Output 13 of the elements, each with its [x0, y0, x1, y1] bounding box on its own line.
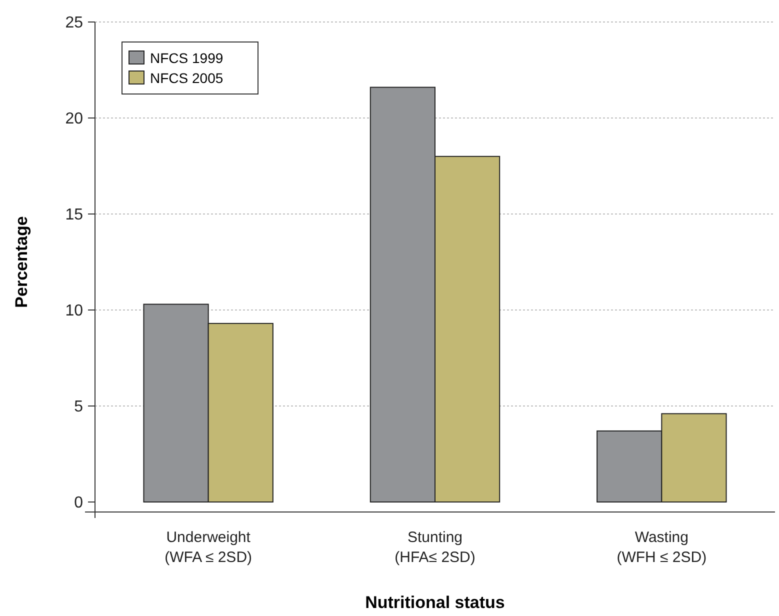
y-tick-label: 10 — [65, 302, 84, 320]
x-tick-label: Stunting (HFA≤ 2SD) — [394, 529, 476, 566]
y-tick-label: 20 — [65, 110, 84, 128]
y-axis-title: Percentage — [12, 216, 31, 308]
y-tick-label: 0 — [74, 494, 84, 512]
x-tick-label: Wasting (WFH ≤ 2SD) — [616, 529, 707, 566]
legend-label: NFCS 1999 — [150, 50, 224, 66]
x-tick-label: Underweight (WFA ≤ 2SD) — [164, 529, 252, 566]
y-tick-label: 15 — [65, 206, 84, 224]
x-axis-title: Nutritional status — [365, 593, 505, 612]
y-tick-label: 25 — [65, 14, 84, 32]
y-tick-label: 5 — [74, 398, 84, 416]
legend-label: NFCS 2005 — [150, 70, 224, 86]
